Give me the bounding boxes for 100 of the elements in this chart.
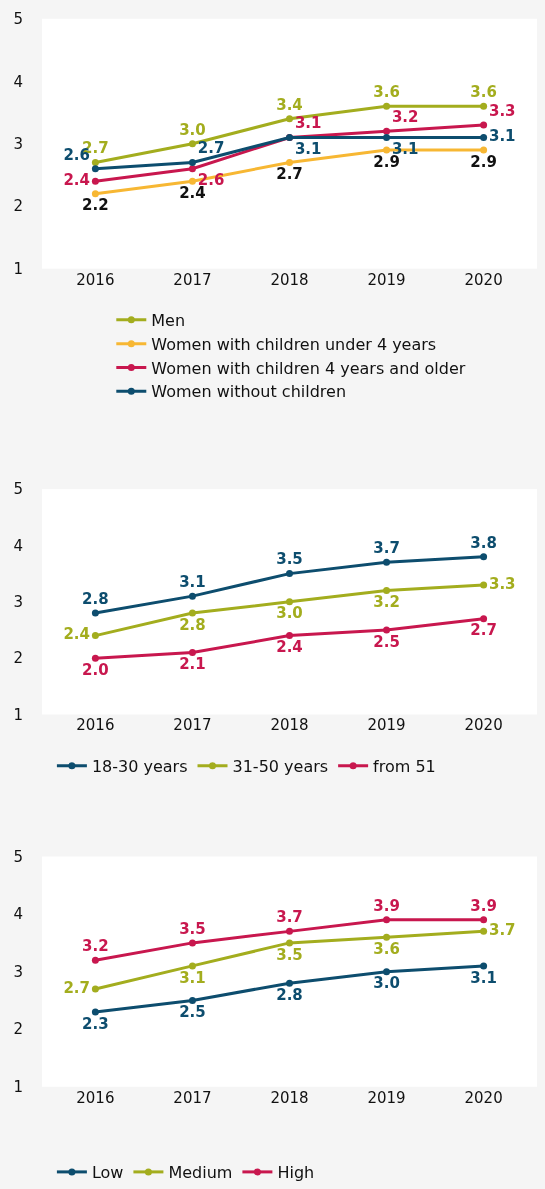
x-tick-label: 2017 [173, 270, 212, 289]
point [480, 121, 488, 129]
x-tick-label: 2016 [76, 1088, 115, 1107]
point [286, 979, 293, 987]
point [91, 158, 99, 166]
point [383, 916, 391, 924]
point [188, 140, 196, 148]
legend-label: High [277, 1163, 315, 1183]
point [188, 592, 196, 600]
legend-label: Men [151, 311, 186, 331]
data-label: 3.7 [488, 921, 516, 940]
data-label: 3.1 [294, 140, 322, 159]
data-label: 3.7 [276, 908, 303, 927]
data-label: 3.1 [294, 114, 322, 133]
legend-label: Women with children under 4 years [151, 334, 437, 354]
legend-label: 18-30 years [91, 756, 188, 776]
point [188, 648, 196, 656]
data-label: 3.4 [276, 95, 303, 114]
x-tick-label: 2019 [367, 1088, 406, 1107]
data-label: 3.2 [391, 108, 419, 127]
legend-label: Women with children 4 years and older [151, 358, 466, 378]
data-label: 2.8 [179, 615, 206, 634]
data-label: 3.7 [373, 539, 400, 558]
point [286, 115, 293, 123]
point [91, 165, 99, 173]
point [480, 581, 488, 589]
data-label: 3.6 [373, 83, 400, 102]
data-label: 2.7 [276, 165, 303, 184]
y-tick-label: 2 [13, 197, 23, 216]
x-tick-label: 2020 [464, 1088, 503, 1107]
data-label: 3.2 [373, 593, 400, 612]
point [91, 609, 99, 617]
legend-label: from 51 [373, 756, 436, 776]
data-label: 2.4 [63, 170, 90, 189]
point [286, 158, 293, 166]
x-tick-label: 2020 [464, 270, 503, 289]
data-label: 3.5 [179, 919, 206, 938]
data-label: 2.7 [197, 139, 225, 158]
legend-label: Low [91, 1163, 124, 1183]
point [188, 996, 196, 1004]
point [286, 570, 293, 578]
legend-label: Women without children [151, 382, 347, 402]
point [383, 587, 391, 595]
point [480, 962, 488, 970]
data-label: 2.4 [276, 638, 303, 657]
data-label: 2.7 [63, 978, 90, 997]
legend-label: 31-50 years [232, 756, 329, 776]
y-tick-label: 5 [13, 480, 23, 499]
point [480, 553, 488, 561]
y-tick-label: 5 [13, 847, 23, 866]
data-label: 3.3 [488, 574, 516, 593]
y-tick-label: 3 [13, 962, 23, 981]
data-label: 3.9 [470, 896, 497, 915]
point [91, 654, 99, 662]
point [480, 146, 488, 154]
point [383, 133, 391, 141]
data-label: 3.0 [373, 974, 400, 993]
point [286, 927, 293, 935]
y-tick-label: 5 [13, 10, 23, 29]
y-tick-label: 1 [13, 1078, 23, 1097]
point [188, 609, 196, 617]
data-label: 3.9 [373, 896, 400, 915]
x-tick-label: 2016 [76, 716, 115, 735]
point [383, 968, 391, 976]
data-label: 3.1 [179, 573, 206, 592]
y-tick-label: 3 [13, 134, 23, 153]
point [383, 146, 391, 154]
data-label: 2.5 [179, 1003, 206, 1022]
data-label: 3.3 [488, 101, 516, 120]
x-tick-label: 2018 [270, 716, 309, 735]
data-label: 3.5 [276, 945, 303, 964]
point [91, 985, 99, 993]
data-label: 2.8 [276, 985, 303, 1004]
x-tick-label: 2017 [173, 716, 212, 735]
y-tick-label: 4 [13, 72, 23, 91]
data-label: 2.2 [82, 196, 109, 215]
data-label: 3.8 [470, 533, 497, 552]
data-label: 3.1 [488, 127, 516, 146]
data-label: 2.8 [82, 589, 109, 608]
y-tick-label: 1 [13, 259, 23, 278]
data-label: 3.6 [373, 939, 400, 958]
y-tick-label: 3 [13, 593, 23, 612]
point [383, 933, 391, 941]
y-tick-label: 4 [13, 905, 23, 924]
point [91, 632, 99, 640]
point [286, 632, 293, 640]
point [188, 939, 196, 947]
y-tick-label: 2 [13, 649, 23, 668]
data-label: 2.9 [470, 152, 497, 171]
x-tick-label: 2017 [173, 1088, 212, 1107]
point [91, 1008, 99, 1016]
data-label: 2.4 [63, 625, 90, 644]
data-label: 2.7 [470, 621, 497, 640]
x-tick-label: 2016 [76, 270, 115, 289]
point [91, 956, 99, 964]
point [383, 127, 391, 135]
y-tick-label: 1 [13, 705, 23, 724]
point [383, 558, 391, 566]
point [480, 133, 488, 141]
data-label: 2.1 [179, 655, 206, 674]
